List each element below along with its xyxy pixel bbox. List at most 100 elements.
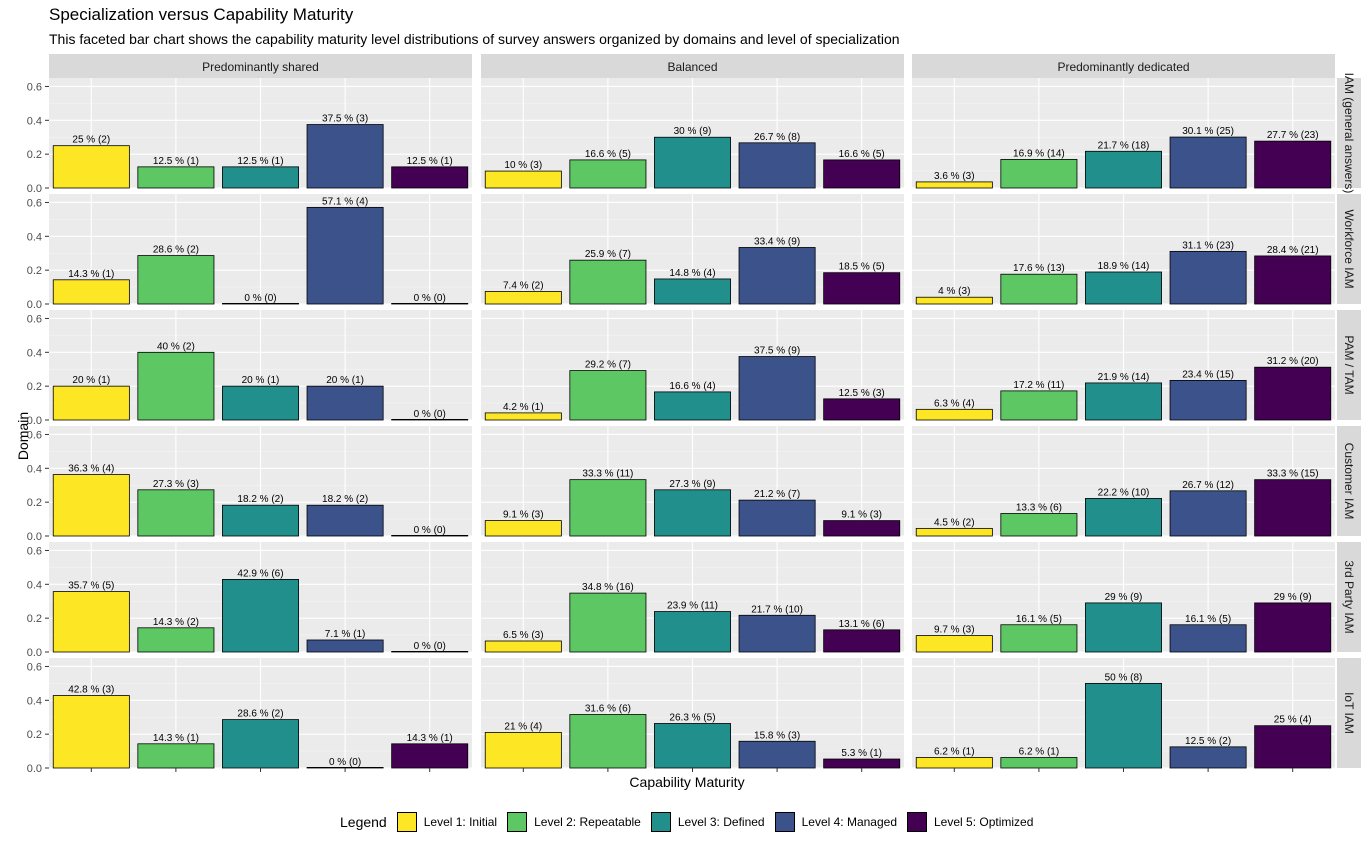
bar [654, 489, 731, 537]
bar-data-label: 0 % (0) [329, 757, 361, 768]
bar [137, 743, 215, 769]
bar [1000, 273, 1078, 305]
y-tick-label: 0.6 [27, 429, 42, 441]
bar [1169, 136, 1247, 189]
y-tick-label: 0.4 [27, 231, 42, 243]
bar-data-label: 16.6 % (5) [839, 149, 885, 160]
bar-data-label: 4.5 % (2) [934, 517, 975, 528]
bar-data-label: 28.6 % (2) [153, 245, 199, 256]
chart-title: Specialization versus Capability Maturit… [49, 5, 354, 24]
facet-strip-right [1337, 658, 1361, 768]
bar [306, 504, 384, 537]
bar-data-label: 16.1 % (5) [1016, 614, 1062, 625]
bar [52, 474, 130, 537]
bar-data-label: 30.1 % (25) [1182, 126, 1234, 137]
bar [738, 247, 816, 305]
bar [654, 136, 731, 189]
legend-title: Legend [340, 814, 387, 830]
bar [1085, 602, 1162, 653]
bar [1254, 255, 1332, 305]
y-tick-label: 0.6 [27, 81, 42, 93]
y-tick-label: 0.6 [27, 313, 42, 325]
bar [484, 412, 562, 421]
bar-data-label: 5.3 % (1) [841, 748, 882, 759]
bar [1169, 746, 1247, 769]
bar [1169, 624, 1247, 653]
facet-row-label: PAM / TAM [1342, 335, 1356, 394]
facet-row-label: IoT IAM [1342, 692, 1356, 734]
bar [654, 611, 731, 653]
bar-data-label: 37.5 % (9) [754, 346, 800, 357]
bar-data-label: 9.1 % (3) [503, 510, 544, 521]
y-tick-label: 0.2 [27, 265, 42, 277]
bar-data-label: 23.9 % (11) [667, 601, 718, 612]
bar [1085, 498, 1162, 537]
bar [222, 504, 299, 537]
y-tick-label: 0.0 [27, 531, 42, 543]
bar-data-label: 26.7 % (12) [1182, 480, 1234, 491]
facet-column-label: Balanced [667, 60, 717, 74]
bar-data-label: 31.1 % (23) [1182, 240, 1234, 251]
bar-data-label: 4 % (3) [938, 286, 970, 297]
bar [222, 719, 299, 769]
bar-data-label: 25 % (4) [1274, 715, 1312, 726]
bar-data-label: 20 % (1) [326, 375, 364, 386]
y-tick-label: 0.4 [27, 347, 42, 359]
bar [654, 278, 731, 305]
facet-strip-top [912, 54, 1335, 78]
bar-data-label: 22.2 % (10) [1098, 487, 1150, 498]
y-tick-label: 0.0 [27, 415, 42, 427]
y-tick-label: 0.6 [27, 545, 42, 557]
bar [391, 302, 469, 305]
legend-swatch [650, 812, 671, 832]
legend-item: Level 1: Initial [396, 812, 497, 832]
y-tick-label: 0.2 [27, 381, 42, 393]
legend-swatch [774, 812, 795, 832]
bar-data-label: 3.6 % (3) [934, 171, 975, 182]
bar [484, 170, 562, 189]
bar-data-label: 37.5 % (3) [322, 114, 368, 125]
bar-data-label: 25 % (2) [72, 135, 110, 146]
y-tick-label: 0.6 [27, 661, 42, 673]
bar [1000, 757, 1078, 769]
y-tick-label: 0.0 [27, 183, 42, 195]
bar-data-label: 21.7 % (18) [1098, 140, 1150, 151]
bar-data-label: 17.2 % (11) [1013, 380, 1064, 391]
bar-data-label: 33.4 % (9) [754, 236, 800, 247]
bar-data-label: 27.3 % (3) [153, 479, 199, 490]
bar [1000, 513, 1078, 537]
bar [306, 639, 384, 653]
facet-row-label: IAM (general answers) [1342, 73, 1356, 194]
bar [1254, 140, 1332, 189]
bar-data-label: 25.9 % (7) [585, 249, 631, 260]
bar-data-label: 21 % (4) [504, 721, 542, 732]
bar-data-label: 36.3 % (4) [68, 464, 114, 475]
bar-data-label: 21.2 % (7) [754, 489, 800, 500]
chart-subtitle: This faceted bar chart shows the capabil… [49, 31, 900, 47]
facet-strip-right [1337, 194, 1361, 304]
bar [391, 166, 469, 189]
legend-item: Level 4: Managed [774, 812, 897, 832]
bar-data-label: 6.3 % (4) [934, 398, 975, 409]
bar-data-label: 13.3 % (6) [1016, 502, 1062, 513]
bar-data-label: 0 % (0) [414, 293, 446, 304]
y-tick-label: 0.6 [27, 197, 42, 209]
facet-row-label: Customer IAM [1342, 443, 1356, 520]
facet-strip-right [1337, 542, 1361, 652]
legend-swatch [907, 812, 927, 832]
bar-data-label: 4.2 % (1) [503, 402, 544, 413]
bar [391, 418, 469, 421]
bar [1169, 379, 1247, 421]
bar [1085, 271, 1162, 305]
bar [1254, 479, 1332, 537]
bar [569, 370, 647, 421]
bar-data-label: 28.4 % (21) [1267, 245, 1319, 256]
bar-data-label: 20 % (1) [72, 375, 110, 386]
facet-column-label: Predominantly dedicated [1057, 60, 1189, 74]
bar-data-label: 42.8 % (3) [68, 685, 114, 696]
bar [52, 591, 130, 653]
bar-data-label: 23.4 % (15) [1182, 369, 1234, 380]
bar-data-label: 12.5 % (1) [237, 156, 283, 167]
bar [222, 302, 299, 305]
